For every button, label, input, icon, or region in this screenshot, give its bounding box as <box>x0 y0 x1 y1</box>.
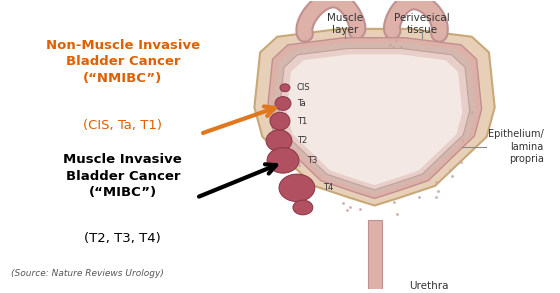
Polygon shape <box>273 42 476 195</box>
Text: T4: T4 <box>323 183 333 192</box>
Polygon shape <box>254 29 494 205</box>
Ellipse shape <box>293 200 313 215</box>
Text: Urethra: Urethra <box>409 281 449 291</box>
Text: (Source: Nature Reviews Urology): (Source: Nature Reviews Urology) <box>11 269 164 278</box>
Text: T3: T3 <box>307 156 318 165</box>
Text: Epithelium/
lamina
propria: Epithelium/ lamina propria <box>488 129 544 164</box>
Text: Ta: Ta <box>297 99 306 108</box>
Text: (CIS, Ta, T1): (CIS, Ta, T1) <box>83 119 162 132</box>
Polygon shape <box>268 38 482 198</box>
Text: Muscle Invasive
Bladder Cancer
(“MIBC”): Muscle Invasive Bladder Cancer (“MIBC”) <box>63 154 182 200</box>
Bar <box>367 220 382 293</box>
Text: T2: T2 <box>297 136 307 145</box>
Text: Perivesical
tissue: Perivesical tissue <box>394 13 450 35</box>
Text: T1: T1 <box>297 117 307 126</box>
Ellipse shape <box>267 148 299 173</box>
Ellipse shape <box>280 84 290 92</box>
Text: Non-Muscle Invasive
Bladder Cancer
(“NMIBC”): Non-Muscle Invasive Bladder Cancer (“NMI… <box>46 39 200 85</box>
Ellipse shape <box>266 130 292 151</box>
Text: CIS: CIS <box>297 83 311 92</box>
Text: Muscle
layer: Muscle layer <box>326 13 363 35</box>
Polygon shape <box>287 54 463 185</box>
Ellipse shape <box>279 174 315 202</box>
Ellipse shape <box>275 97 291 110</box>
Ellipse shape <box>270 112 290 130</box>
Polygon shape <box>279 49 470 190</box>
Text: (T2, T3, T4): (T2, T3, T4) <box>85 232 161 245</box>
